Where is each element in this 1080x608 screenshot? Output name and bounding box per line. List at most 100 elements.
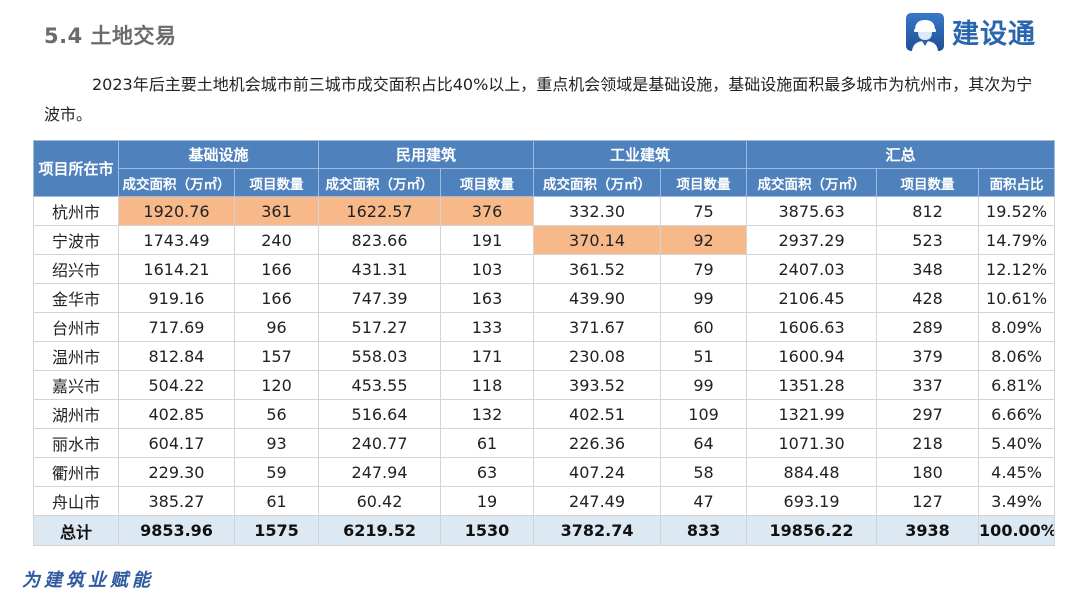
value-cell: 1321.99 xyxy=(746,399,878,429)
value-cell: 812 xyxy=(876,196,980,226)
brand-logo: 建设通 xyxy=(906,12,1036,51)
subheader-area: 成交面积（万㎡） xyxy=(318,168,442,197)
city-cell: 宁波市 xyxy=(33,225,119,255)
table-row: 台州市 717.69 96 517.27 133 371.67 60 1606.63 289 8.… xyxy=(33,312,1056,342)
value-cell: 370.14 xyxy=(533,225,662,255)
value-cell: 747.39 xyxy=(318,283,442,313)
value-cell: 517.27 xyxy=(318,312,442,342)
value-cell: 3.49% xyxy=(978,486,1056,516)
value-cell: 4.45% xyxy=(978,457,1056,487)
value-cell: 120 xyxy=(233,370,320,400)
table-row: 嘉兴市 504.22 120 453.55 118 393.52 99 1351.28 337 6… xyxy=(33,370,1056,400)
value-cell: 60 xyxy=(660,312,748,342)
value-cell: 12.12% xyxy=(978,254,1056,284)
value-cell: 407.24 xyxy=(533,457,662,487)
value-cell: 19.52% xyxy=(978,196,1056,226)
value-cell: 439.90 xyxy=(533,283,662,313)
value-cell: 118 xyxy=(440,370,535,400)
value-cell: 10.61% xyxy=(978,283,1056,313)
value-cell: 361 xyxy=(233,196,320,226)
value-cell: 19 xyxy=(440,486,535,516)
subheader-count: 项目数量 xyxy=(440,168,535,197)
value-cell: 453.55 xyxy=(318,370,442,400)
value-cell: 402.51 xyxy=(533,399,662,429)
value-cell: 2106.45 xyxy=(746,283,878,313)
table-row: 湖州市 402.85 56 516.64 132 402.51 109 1321.99 297 6… xyxy=(33,399,1056,429)
value-cell: 558.03 xyxy=(318,341,442,371)
value-cell: 14.79% xyxy=(978,225,1056,255)
value-cell: 218 xyxy=(876,428,980,458)
total-cell: 1575 xyxy=(233,515,320,546)
table-row: 温州市 812.84 157 558.03 171 230.08 51 1600.94 379 8… xyxy=(33,341,1056,371)
value-cell: 297 xyxy=(876,399,980,429)
brand-name: 建设通 xyxy=(952,19,1036,50)
total-row: 总计 9853.96 1575 6219.52 1530 3782.74 833… xyxy=(33,515,1056,546)
city-cell: 温州市 xyxy=(33,341,119,371)
value-cell: 157 xyxy=(233,341,320,371)
value-cell: 99 xyxy=(660,283,748,313)
table-row: 衢州市 229.30 59 247.94 63 407.24 58 884.48 180 4.45… xyxy=(33,457,1056,487)
value-cell: 823.66 xyxy=(318,225,442,255)
city-column-header: 项目所在市 xyxy=(33,140,119,197)
value-cell: 1600.94 xyxy=(746,341,878,371)
value-cell: 79 xyxy=(660,254,748,284)
value-cell: 180 xyxy=(876,457,980,487)
value-cell: 393.52 xyxy=(533,370,662,400)
value-cell: 247.94 xyxy=(318,457,442,487)
total-cell: 6219.52 xyxy=(318,515,442,546)
value-cell: 191 xyxy=(440,225,535,255)
value-cell: 385.27 xyxy=(118,486,235,516)
value-cell: 5.40% xyxy=(978,428,1056,458)
sub-header-row: 成交面积（万㎡） 项目数量 成交面积（万㎡） 项目数量 成交面积（万㎡） 项目数… xyxy=(34,168,1056,197)
value-cell: 332.30 xyxy=(533,196,662,226)
value-cell: 604.17 xyxy=(118,428,235,458)
value-cell: 8.09% xyxy=(978,312,1056,342)
group-header-row: 项目所在市 基础设施 民用建筑 工业建筑 汇总 xyxy=(33,140,1056,197)
value-cell: 1606.63 xyxy=(746,312,878,342)
value-cell: 6.81% xyxy=(978,370,1056,400)
value-cell: 1622.57 xyxy=(318,196,442,226)
value-cell: 3875.63 xyxy=(746,196,878,226)
table-row: 绍兴市 1614.21 166 431.31 103 361.52 79 2407.03 348… xyxy=(33,254,1056,284)
footer-slogan: 为建筑业赋能 xyxy=(22,570,154,591)
value-cell: 109 xyxy=(660,399,748,429)
value-cell: 379 xyxy=(876,341,980,371)
value-cell: 348 xyxy=(876,254,980,284)
value-cell: 127 xyxy=(876,486,980,516)
value-cell: 371.67 xyxy=(533,312,662,342)
value-cell: 504.22 xyxy=(118,370,235,400)
worker-helmet-icon xyxy=(906,12,944,51)
summary-paragraph: 2023年后主要土地机会城市前三城市成交面积占比40%以上，重点机会领域是基础设… xyxy=(44,75,1033,124)
table-row: 舟山市 385.27 61 60.42 19 247.49 47 693.19 127 3.49% xyxy=(33,486,1056,516)
value-cell: 884.48 xyxy=(746,457,878,487)
group-header-civil: 民用建筑 xyxy=(318,140,535,169)
value-cell: 240.77 xyxy=(318,428,442,458)
total-cell: 3782.74 xyxy=(533,515,662,546)
subheader-area: 成交面积（万㎡） xyxy=(118,168,235,197)
city-cell: 金华市 xyxy=(33,283,119,313)
value-cell: 96 xyxy=(233,312,320,342)
value-cell: 61 xyxy=(440,428,535,458)
value-cell: 171 xyxy=(440,341,535,371)
value-cell: 1071.30 xyxy=(746,428,878,458)
table-row: 丽水市 604.17 93 240.77 61 226.36 64 1071.30 218 5.4… xyxy=(33,428,1056,458)
value-cell: 247.49 xyxy=(533,486,662,516)
total-cell: 833 xyxy=(660,515,748,546)
section-title: 5.4 土地交易 xyxy=(44,24,177,48)
city-cell: 台州市 xyxy=(33,312,119,342)
value-cell: 51 xyxy=(660,341,748,371)
value-cell: 75 xyxy=(660,196,748,226)
table-row: 杭州市 1920.76 361 1622.57 376 332.30 75 3875.63 81… xyxy=(33,196,1056,226)
value-cell: 92 xyxy=(660,225,748,255)
table-row: 金华市 919.16 166 747.39 163 439.90 99 2106.45 428 1… xyxy=(33,283,1056,313)
value-cell: 166 xyxy=(233,283,320,313)
value-cell: 166 xyxy=(233,254,320,284)
group-header-infrastructure: 基础设施 xyxy=(117,140,320,169)
value-cell: 60.42 xyxy=(318,486,442,516)
value-cell: 6.66% xyxy=(978,399,1056,429)
total-cell: 3938 xyxy=(876,515,980,546)
value-cell: 1743.49 xyxy=(118,225,235,255)
value-cell: 428 xyxy=(876,283,980,313)
table-row: 宁波市 1743.49 240 823.66 191 370.14 92 2937.29 523… xyxy=(33,225,1056,255)
land-transaction-table: 项目所在市 基础设施 民用建筑 工业建筑 汇总 成交面积（万㎡） 项目数量 成交… xyxy=(33,140,1056,546)
